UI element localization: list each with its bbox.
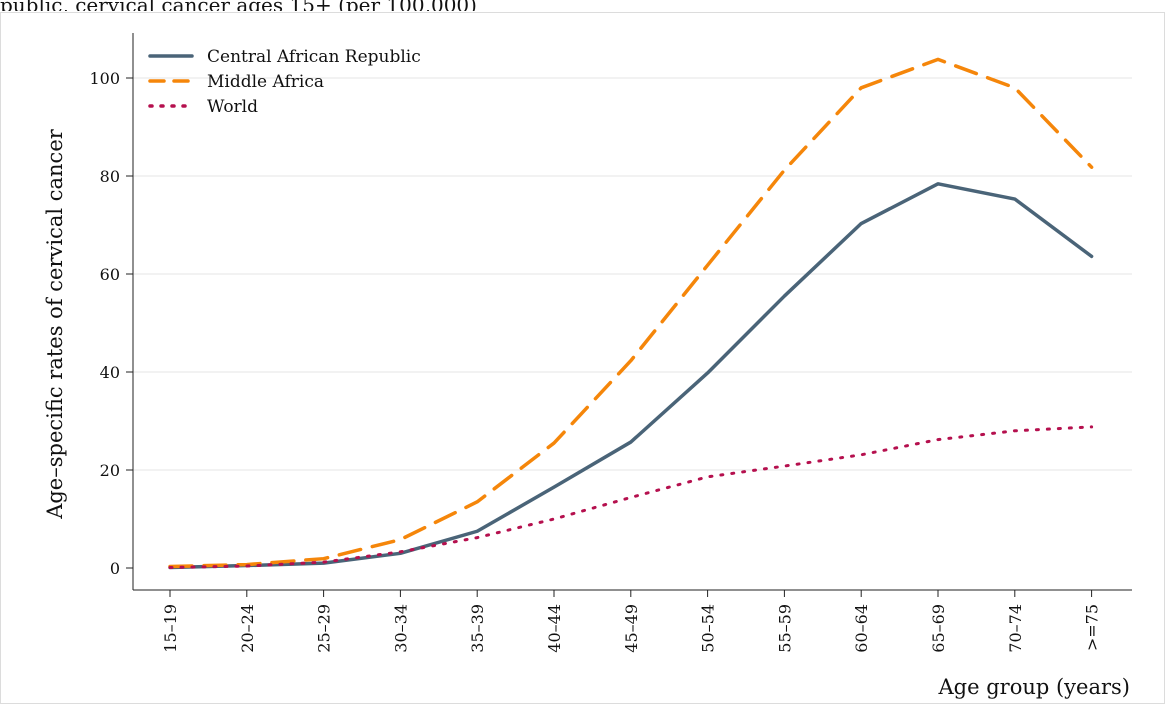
x-tick-label: 70–74 (1006, 604, 1025, 653)
y-tick-label: 100 (89, 69, 120, 88)
x-tick-label: 50–54 (699, 604, 718, 653)
x-tick-label: 40–44 (545, 604, 564, 653)
series-line-1 (168, 182, 1094, 570)
x-axis-title: Age group (years) (938, 675, 1131, 699)
x-tick-label: 65–69 (929, 604, 948, 653)
y-tick-label: 40 (100, 363, 120, 382)
x-axis-ticks: 15–19 20–24 25–29 30–34 35–39 40–44 45–49 50–54… (161, 590, 1102, 653)
series-line-2 (168, 57, 1094, 569)
x-tick-label: 25–29 (315, 604, 334, 653)
x-tick-label: >=75 (1083, 604, 1102, 651)
x-tick-label: 15–19 (161, 604, 180, 653)
legend-label-3: World (207, 97, 258, 117)
legend: Central African Republic Middle Africa Wor… (148, 47, 421, 117)
x-tick-label: 55–59 (775, 604, 794, 653)
axes (132, 33, 1132, 591)
chart-frame (0, 12, 1165, 704)
y-tick-label: 0 (110, 559, 120, 578)
series-lines (168, 57, 1094, 570)
x-tick-label: 20–24 (238, 604, 257, 653)
x-tick-label: 35–39 (468, 604, 487, 653)
grid-lines (133, 77, 1132, 471)
x-tick-label: 30–34 (391, 604, 410, 653)
y-axis-title: Age–specific rates of cervical cancer (43, 128, 67, 520)
series-line-3 (168, 425, 1094, 570)
legend-label-1: Central African Republic (207, 47, 421, 67)
top-caption-fragment: public, cervical cancer ages 15+ (per 10… (0, 0, 520, 11)
x-tick-label: 45–49 (622, 604, 641, 653)
y-tick-label: 80 (100, 167, 120, 186)
y-tick-label: 60 (100, 265, 120, 284)
x-tick-label: 60–64 (852, 604, 871, 653)
y-tick-label: 20 (100, 461, 120, 480)
legend-label-2: Middle Africa (207, 72, 324, 92)
y-axis-ticks: 0 20 40 60 80 100 (89, 69, 133, 578)
